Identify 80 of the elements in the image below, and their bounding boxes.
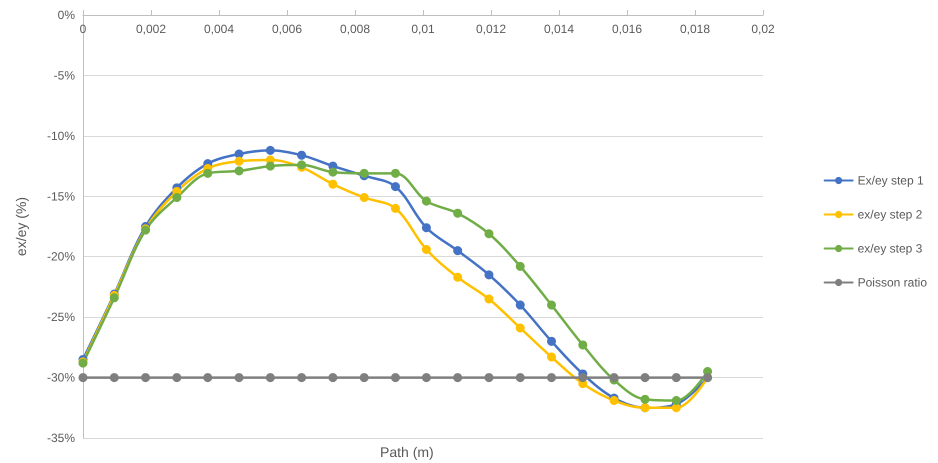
point	[453, 373, 462, 382]
point	[516, 324, 525, 333]
y-tick-label: -35%	[46, 431, 76, 445]
x-tick-label: 0,008	[340, 22, 370, 36]
y-tick-label: -30%	[46, 370, 76, 385]
point	[640, 394, 650, 404]
x-tick-label: 0,02	[751, 22, 775, 36]
x-tick-label: 0	[80, 22, 87, 36]
point	[610, 373, 619, 382]
point	[390, 373, 400, 382]
point	[547, 300, 556, 310]
point	[328, 373, 338, 382]
x-tick-label: 0,01	[411, 22, 435, 36]
point	[203, 373, 212, 382]
point	[484, 229, 494, 238]
point	[516, 262, 525, 271]
x-tick-label: 0,016	[612, 22, 642, 36]
x-tick-label: 0,012	[476, 22, 506, 36]
point	[360, 168, 369, 178]
point	[547, 336, 556, 346]
point	[578, 373, 588, 382]
point	[234, 373, 244, 382]
y-tick-label: -10%	[46, 128, 76, 143]
legend-label: ex/ey step 3	[858, 242, 923, 256]
point	[422, 244, 431, 254]
point	[328, 168, 338, 177]
point	[360, 192, 369, 202]
point	[578, 340, 588, 350]
x-tick-label: 0,018	[680, 22, 710, 36]
point	[547, 352, 556, 362]
y-tick-label: -5%	[54, 68, 76, 82]
point	[328, 180, 338, 189]
point	[547, 373, 556, 382]
point	[422, 373, 431, 382]
point	[172, 373, 182, 382]
point	[390, 182, 400, 192]
point	[484, 270, 494, 280]
point	[266, 162, 275, 171]
x-tick-label: 0,004	[204, 22, 234, 36]
point	[110, 373, 119, 382]
point	[610, 396, 619, 406]
point	[484, 373, 494, 382]
y-tick-label: 0%	[58, 8, 76, 22]
y-tick-label: -15%	[46, 189, 76, 204]
point	[390, 204, 400, 213]
point	[234, 166, 244, 176]
point	[640, 373, 650, 382]
x-tick-label: 0,014	[544, 22, 574, 36]
point	[78, 373, 88, 382]
point	[672, 373, 681, 382]
point	[516, 300, 525, 310]
point	[266, 146, 275, 155]
point	[453, 246, 462, 256]
point	[422, 196, 431, 206]
point	[453, 208, 462, 218]
point	[297, 373, 306, 382]
point	[203, 168, 212, 178]
y-tick-label: -20%	[46, 250, 76, 264]
point	[360, 373, 369, 382]
point	[172, 192, 182, 202]
y-axis-title: ex/ey (%)	[13, 196, 29, 256]
legend-label: Ex/ey step 1	[858, 174, 924, 188]
point	[234, 156, 244, 166]
legend-label: Poisson ratio	[858, 276, 928, 290]
x-axis-title: Path (m)	[380, 444, 434, 460]
x-tick-label: 0,006	[272, 22, 302, 36]
point	[297, 150, 306, 160]
point	[297, 160, 306, 170]
point	[484, 294, 494, 304]
point	[234, 149, 244, 158]
y-tick-label: -25%	[46, 310, 76, 324]
x-tick-label: 0,002	[136, 22, 166, 36]
point	[390, 168, 400, 178]
point	[422, 223, 431, 232]
point	[266, 373, 275, 382]
point	[141, 373, 150, 382]
point	[453, 272, 462, 282]
point	[110, 293, 119, 302]
legend-label: ex/ey step 2	[858, 208, 923, 222]
point	[516, 373, 525, 382]
